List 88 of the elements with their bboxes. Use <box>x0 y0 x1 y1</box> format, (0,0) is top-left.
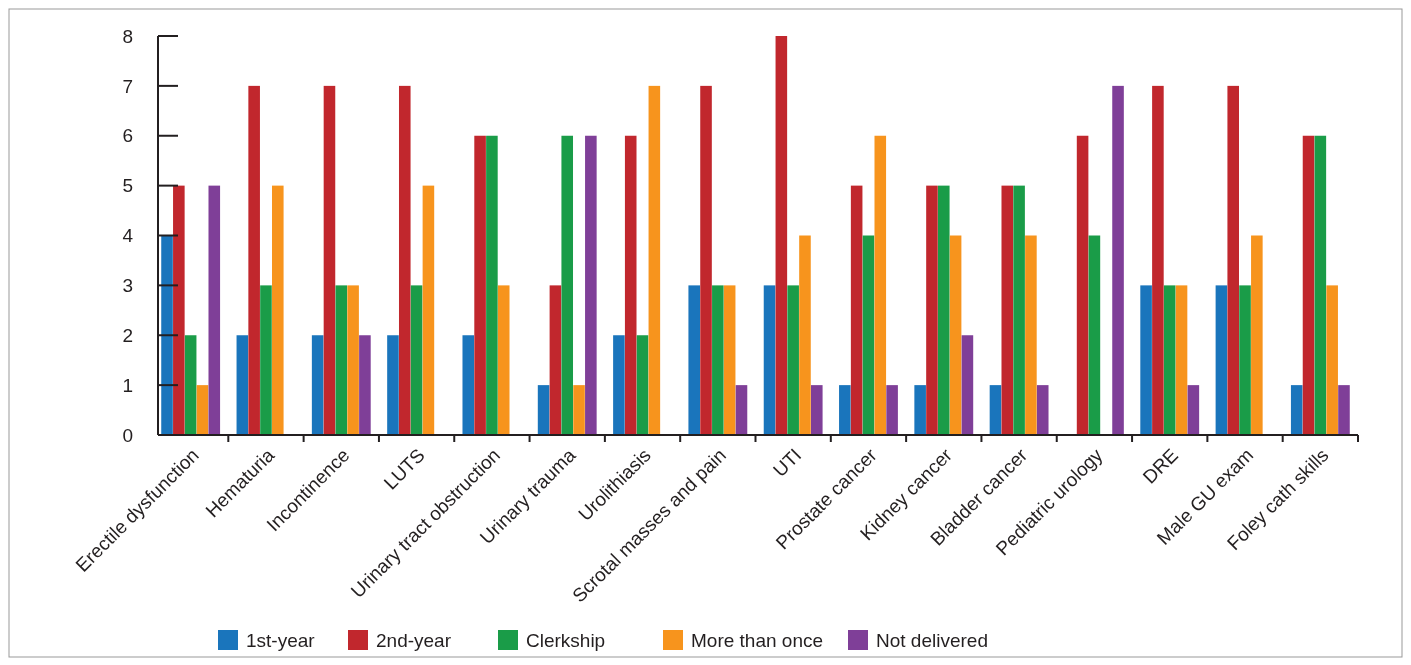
bar <box>184 335 197 435</box>
bar <box>422 185 435 435</box>
bar <box>799 235 811 435</box>
y-tick-label: 5 <box>122 175 133 197</box>
bar <box>1001 185 1014 435</box>
bar <box>787 285 799 435</box>
bar <box>335 285 348 435</box>
bar <box>486 135 498 435</box>
y-tick-label: 3 <box>122 275 133 297</box>
bar <box>624 135 637 435</box>
bar <box>811 385 823 435</box>
bar <box>549 285 562 435</box>
bar <box>914 385 926 435</box>
bar <box>636 335 649 435</box>
y-tick-label: 7 <box>122 75 133 97</box>
bar <box>723 285 736 435</box>
bar <box>585 135 597 435</box>
bar <box>173 185 185 435</box>
bar <box>398 85 411 435</box>
bar <box>1013 185 1025 435</box>
bar <box>1326 285 1338 435</box>
bar <box>1025 235 1037 435</box>
bar <box>1314 135 1327 435</box>
bar <box>497 285 510 435</box>
bar <box>260 285 272 435</box>
y-tick-label: 6 <box>122 125 133 147</box>
bar <box>359 335 371 435</box>
y-tick-label: 1 <box>122 374 133 396</box>
bar <box>208 185 221 435</box>
legend-label: 1st-year <box>246 629 316 651</box>
bar <box>410 285 423 435</box>
y-tick-label: 0 <box>122 424 133 446</box>
bar <box>462 335 475 435</box>
bar <box>1290 385 1303 435</box>
bar <box>196 385 209 435</box>
bar <box>272 185 284 435</box>
bar <box>926 185 938 435</box>
legend-label: More than once <box>691 629 824 651</box>
bar <box>688 285 700 435</box>
bar <box>347 285 359 435</box>
bar <box>1112 85 1124 435</box>
bar <box>1239 285 1251 435</box>
bar <box>161 235 173 435</box>
bar <box>1175 285 1188 435</box>
bar <box>613 335 625 435</box>
bar <box>561 135 574 435</box>
bar <box>961 335 974 435</box>
legend-label: Clerkship <box>526 629 606 651</box>
bar <box>248 85 260 435</box>
bar <box>700 85 712 435</box>
bar <box>775 36 788 435</box>
bar <box>1187 385 1200 435</box>
bar <box>236 335 249 435</box>
legend-label: Not delivered <box>876 629 988 651</box>
x-tick-label: UTI <box>768 444 806 481</box>
bar <box>1036 385 1049 435</box>
bar <box>573 385 585 435</box>
bar <box>648 85 661 435</box>
y-tick-label: 4 <box>122 225 134 247</box>
y-tick-label: 2 <box>122 324 133 346</box>
bar <box>1338 385 1350 435</box>
bar <box>1302 135 1315 435</box>
bar <box>1251 235 1263 435</box>
bar <box>1215 285 1228 435</box>
bar <box>1140 285 1152 435</box>
bar <box>1088 235 1101 435</box>
bar <box>323 85 336 435</box>
bar <box>989 385 1002 435</box>
bar <box>763 285 776 435</box>
legend-label: 2nd-year <box>376 629 452 651</box>
bar <box>949 235 962 435</box>
bar <box>735 385 748 435</box>
bar <box>474 135 486 435</box>
bar <box>1227 85 1240 435</box>
bar <box>850 185 863 435</box>
bar <box>886 385 898 435</box>
bar <box>874 135 887 435</box>
bar <box>537 385 550 435</box>
bar <box>937 185 950 435</box>
bar <box>712 285 724 435</box>
bar <box>1152 85 1164 435</box>
bar <box>862 235 875 435</box>
bar <box>1076 135 1089 435</box>
y-tick-label: 8 <box>122 25 133 47</box>
bar <box>1163 285 1176 435</box>
bar <box>387 335 399 435</box>
bar <box>839 385 851 435</box>
bar <box>311 335 324 435</box>
